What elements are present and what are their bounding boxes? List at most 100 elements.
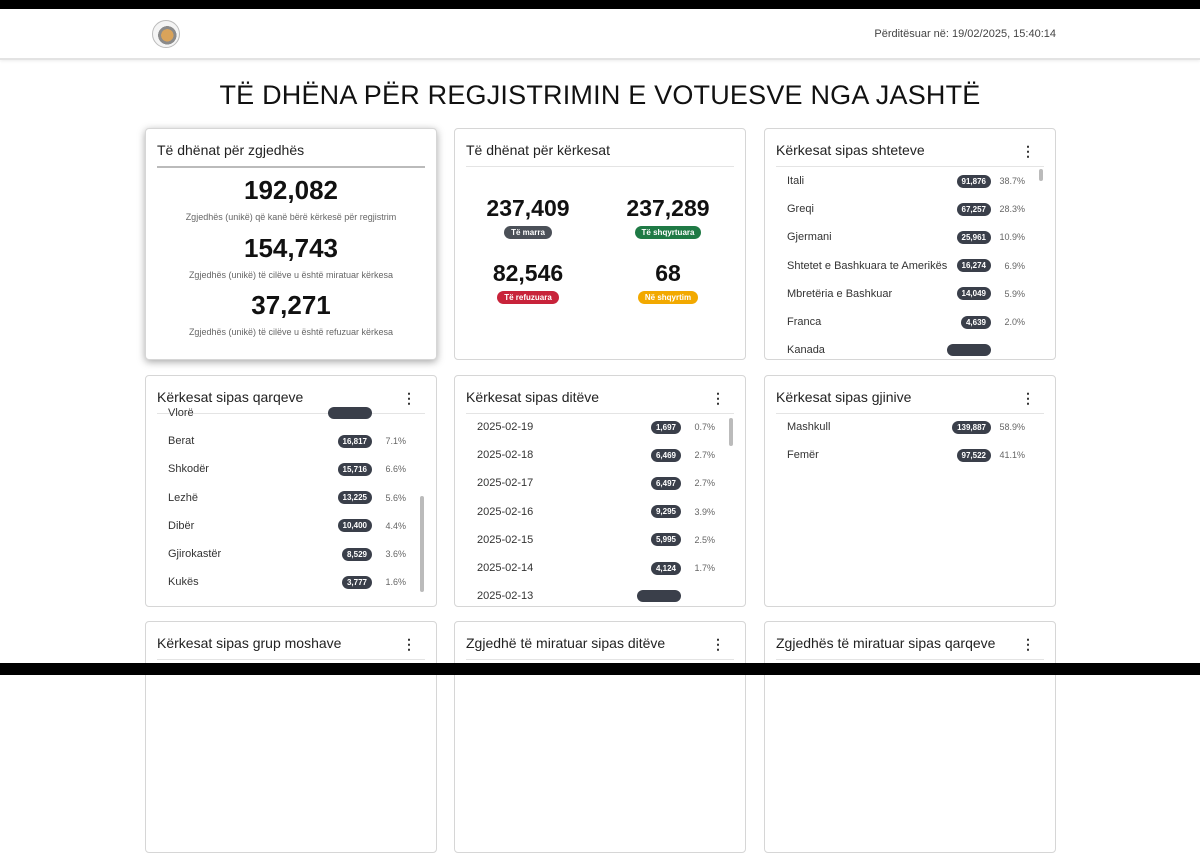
count-badge: 8,529	[341, 547, 372, 561]
item-label: Gjermani	[787, 231, 832, 244]
item-percent: 38.7%	[999, 176, 1025, 186]
count-badge: 25,961	[956, 230, 991, 244]
card-title: Kërkesat sipas qarqeve	[157, 389, 304, 405]
voters-approved-caption: Zgjedhës (unikë) të cilëve u është mirat…	[188, 270, 394, 280]
voters-rejected-value: 37,271	[251, 290, 331, 320]
list-item: Gjirokastër 8,529 3.6%	[168, 544, 406, 564]
item-percent: 5.9%	[1004, 288, 1025, 299]
item-label: Greqi	[787, 203, 814, 216]
approved-by-county-card: Zgjedhës të miratuar sipas qarqeve ⋮	[764, 621, 1056, 853]
age-groups-card: Kërkesat sipas grup moshave ⋮	[145, 621, 437, 853]
days-card: Kërkesat sipas ditëve ⋮ 2025-02-19 1,697 0…	[454, 375, 746, 607]
menu-icon[interactable]: ⋮	[1021, 390, 1035, 406]
item-percent: 1.6%	[385, 577, 406, 588]
count-badge: 4,124	[650, 561, 681, 575]
menu-icon[interactable]: ⋮	[1021, 636, 1035, 652]
item-percent: 4.4%	[385, 520, 406, 531]
list-item: Franca 4,639 2.0%	[787, 312, 1025, 332]
count-badge: 1,697	[650, 420, 681, 434]
item-percent: 2.7%	[694, 450, 715, 461]
card-title: Zgjedhës të miratuar sipas qarqeve	[776, 635, 996, 651]
list-item: Lezhë 13,225 5.6%	[168, 488, 406, 508]
item-percent: 28.3%	[999, 204, 1025, 215]
list-item: Itali 91,876 38.7%	[787, 171, 1025, 191]
card-title: Të dhënat për kërkesat	[466, 142, 610, 158]
menu-icon[interactable]: ⋮	[711, 390, 725, 406]
count-badge: 3,777	[341, 575, 372, 589]
item-label: 2025-02-16	[477, 505, 534, 518]
requests-rejected: 82,546 Të refuzuara	[492, 260, 564, 304]
counties-card: Kërkesat sipas qarqeve ⋮ Vlorë Berat 16,81…	[145, 375, 437, 607]
requests-received: 237,409 Të marra	[486, 195, 570, 239]
card-title: Kërkesat sipas shteteve	[776, 142, 925, 158]
count-badge: 139,887	[952, 420, 991, 434]
item-label: Shtetet e Bashkuara te Amerikës	[787, 259, 948, 272]
item-label: Femër	[787, 449, 819, 462]
list-item: 2025-02-19 1,697 0.7%	[477, 417, 715, 437]
menu-icon[interactable]: ⋮	[1021, 143, 1035, 159]
count-badge: 9,295	[650, 505, 681, 519]
item-label: Kukës	[168, 576, 199, 589]
card-title: Kërkesat sipas grup moshave	[157, 635, 342, 651]
count-badge: 4,639	[960, 315, 991, 329]
count-badge: 91,876	[956, 174, 991, 188]
item-label: Franca	[787, 316, 822, 328]
card-title: Kërkesat sipas ditëve	[466, 389, 600, 405]
list-item: 2025-02-16 9,295 3.9%	[477, 502, 715, 522]
item-label: 2025-02-13	[477, 590, 534, 603]
list-item: 2025-02-15 5,995 2.5%	[477, 530, 715, 550]
status-badge: Në shqyrtim	[637, 291, 699, 304]
countries-card: Kërkesat sipas shteteve ⋮ Itali 91,876 38.…	[764, 128, 1056, 360]
approved-by-day-card: Zgjedhë të miratuar sipas ditëve ⋮	[454, 621, 746, 853]
list-item: 2025-02-13	[477, 586, 715, 606]
item-percent: 3.9%	[694, 506, 715, 517]
scrollbar[interactable]	[420, 496, 424, 592]
count-badge: 6,497	[650, 476, 681, 490]
count-badge: 13,225	[337, 491, 372, 505]
requests-card: Të dhënat për kërkesat 237,409 Të marra 2…	[454, 128, 746, 360]
item-percent: 1.7%	[694, 563, 715, 573]
status-badge: Të marra	[504, 226, 552, 239]
list-item: Vlorë	[168, 403, 406, 423]
status-badge: Të refuzuara	[497, 291, 559, 304]
item-label: 2025-02-15	[477, 533, 534, 546]
item-label: Gjirokastër	[168, 548, 222, 560]
header: Përditësuar në: 19/02/2025, 15:40:14	[0, 9, 1200, 60]
genders-card: Kërkesat sipas gjinive ⋮ Mashkull 139,887…	[764, 375, 1056, 607]
item-percent: 2.5%	[694, 534, 715, 545]
item-percent: 58.9%	[999, 422, 1025, 432]
item-label: Mashkull	[787, 421, 831, 433]
menu-icon[interactable]: ⋮	[711, 636, 725, 652]
menu-icon[interactable]: ⋮	[402, 636, 416, 652]
item-percent: 5.6%	[385, 492, 406, 503]
item-percent: 6.9%	[1004, 260, 1025, 271]
voters-rejected-caption: Zgjedhës (unikë) të cilëve u është refuz…	[188, 327, 394, 337]
scrollbar[interactable]	[1039, 169, 1043, 181]
list-item: Femër 97,522 41.1%	[787, 445, 1025, 465]
scrollbar[interactable]	[729, 418, 733, 446]
count-badge: 10,400	[337, 519, 372, 533]
item-label: Dibër	[168, 519, 195, 532]
count-badge	[328, 407, 372, 419]
top-frame	[0, 0, 1200, 9]
list-item: Gjermani 25,961 10.9%	[787, 227, 1025, 247]
menu-icon[interactable]: ⋮	[402, 390, 416, 406]
item-label: 2025-02-14	[477, 562, 534, 574]
count-badge: 97,522	[956, 448, 991, 462]
count-badge: 16,274	[956, 259, 991, 273]
requests-pending: 68 Në shqyrtim	[595, 260, 741, 305]
list-item: 2025-02-17 6,497 2.7%	[477, 473, 715, 493]
item-label: Shkodër	[168, 463, 209, 476]
item-label: Mbretëria e Bashkuar	[787, 287, 893, 300]
count-badge: 6,469	[650, 448, 681, 462]
count-badge: 16,817	[337, 434, 372, 448]
list-item: 2025-02-18 6,469 2.7%	[477, 445, 715, 465]
bottom-frame	[0, 663, 1200, 675]
count-badge: 14,049	[956, 287, 991, 301]
requests-reviewed: 237,289 Të shqyrtuara	[626, 195, 710, 239]
list-item: Mbretëria e Bashkuar 14,049 5.9%	[787, 284, 1025, 304]
card-title: Zgjedhë të miratuar sipas ditëve	[466, 635, 666, 651]
count-badge: 15,716	[337, 462, 372, 476]
last-updated: Përditësuar në: 19/02/2025, 15:40:14	[874, 28, 1056, 40]
count-badge: 67,257	[956, 202, 991, 216]
